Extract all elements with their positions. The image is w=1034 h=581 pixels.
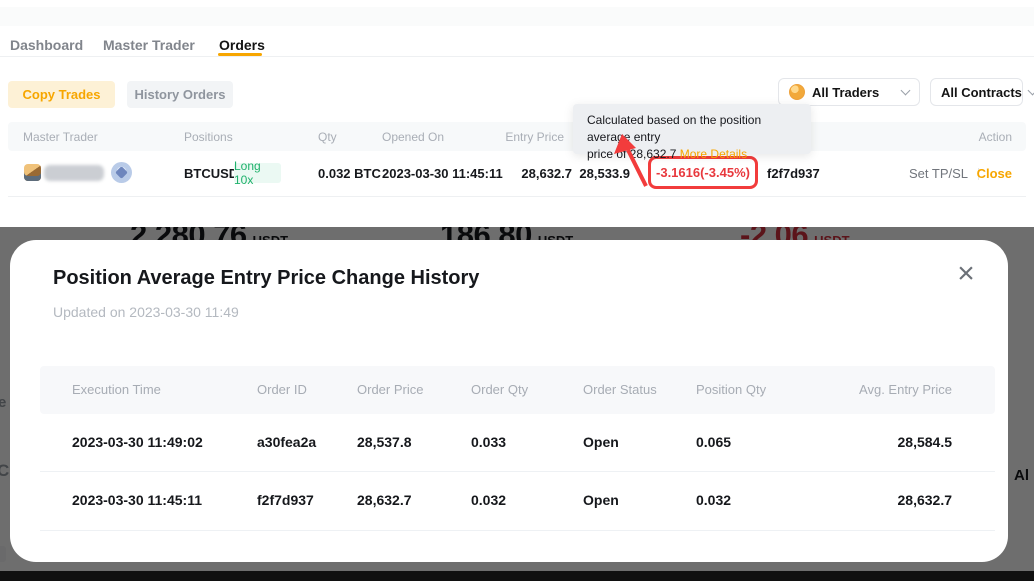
trader-avatar[interactable] bbox=[24, 164, 41, 181]
avg-entry-price: 28,632.7 bbox=[897, 492, 953, 508]
order-status: Open bbox=[583, 434, 619, 450]
mark-price-value: 28,533.9 bbox=[579, 166, 630, 181]
unrealized-pnl-value[interactable]: -3.1616(-3.45%) bbox=[656, 165, 750, 180]
all-contracts-dropdown[interactable]: All Contracts bbox=[930, 78, 1034, 106]
opened-on-value: 2023-03-30 11:45:11 bbox=[382, 166, 503, 181]
qty-value: 0.032 BTC bbox=[318, 166, 381, 181]
copy-trades-button[interactable]: Copy Trades bbox=[8, 81, 115, 108]
col-order-status: Order Status bbox=[583, 382, 657, 397]
pnl-highlight-box: -3.1616(-3.45%) bbox=[648, 156, 758, 189]
col-opened-on: Opened On bbox=[382, 130, 445, 144]
order-qty: 0.033 bbox=[471, 434, 507, 450]
entry-price-history-modal: Position Average Entry Price Change Hist… bbox=[10, 240, 1008, 562]
order-status: Open bbox=[583, 492, 619, 508]
modal-title: Position Average Entry Price Change Hist… bbox=[53, 267, 480, 289]
pnl-tooltip: Calculated based on the position average… bbox=[573, 104, 811, 161]
entry-price-value: 28,632.7 bbox=[521, 166, 572, 181]
close-position-link[interactable]: Close bbox=[976, 166, 1012, 181]
history-row: 2023-03-30 11:45:11 f2f7d937 28,632.7 0.… bbox=[40, 472, 995, 530]
col-order-qty: Order Qty bbox=[471, 382, 529, 397]
position-row: BTCUSDT Long 10x 0.032 BTC 2023-03-30 11… bbox=[0, 151, 1034, 196]
chevron-down-icon bbox=[900, 85, 911, 95]
chevron-down-icon bbox=[1027, 85, 1034, 95]
execution-time: 2023-03-30 11:49:02 bbox=[72, 434, 203, 450]
all-traders-label: All Traders bbox=[812, 84, 880, 100]
symbol: BTCUSDT bbox=[184, 166, 247, 181]
col-position-qty: Position Qty bbox=[696, 382, 767, 397]
all-traders-dropdown[interactable]: All Traders bbox=[778, 78, 920, 106]
tab-dashboard[interactable]: Dashboard bbox=[10, 37, 84, 53]
order-price: 28,632.7 bbox=[357, 492, 412, 508]
history-row: 2023-03-30 11:49:02 a30fea2a 28,537.8 0.… bbox=[40, 414, 995, 471]
history-orders-button[interactable]: History Orders bbox=[127, 81, 233, 108]
action-separator bbox=[978, 168, 979, 180]
col-qty: Qty bbox=[318, 130, 337, 144]
trader-badge-icon bbox=[111, 162, 132, 183]
close-icon[interactable]: × bbox=[948, 256, 984, 292]
col-entry-price: Entry Price bbox=[505, 130, 564, 144]
history-row-divider bbox=[40, 471, 995, 472]
more-details-link[interactable]: More Details bbox=[679, 147, 748, 161]
all-contracts-label: All Contracts bbox=[941, 84, 1022, 100]
side-leverage-badge: Long 10x bbox=[234, 159, 281, 187]
position-qty: 0.032 bbox=[696, 492, 732, 508]
col-positions: Positions bbox=[184, 130, 233, 144]
order-no-value: f2f7d937 bbox=[767, 166, 820, 181]
col-avg-entry-price: Avg. Entry Price bbox=[859, 382, 952, 397]
tabs-divider bbox=[0, 56, 1034, 57]
order-id: f2f7d937 bbox=[257, 492, 314, 508]
execution-time: 2023-03-30 11:45:11 bbox=[72, 492, 202, 508]
red-annotation-arrow bbox=[614, 134, 648, 187]
col-master-trader: Master Trader bbox=[23, 130, 98, 144]
col-execution-time: Execution Time bbox=[72, 382, 161, 397]
positions-table-header: Master Trader Positions Qty Opened On En… bbox=[8, 122, 1026, 151]
trader-face-icon bbox=[789, 84, 805, 100]
col-order-id: Order ID bbox=[257, 382, 307, 397]
avg-entry-price: 28,584.5 bbox=[897, 434, 953, 450]
trader-name-redacted bbox=[44, 165, 104, 181]
history-table-header: Execution Time Order ID Order Price Orde… bbox=[40, 366, 995, 414]
set-tpsl-link[interactable]: Set TP/SL bbox=[908, 166, 968, 181]
active-tab-underline bbox=[218, 53, 262, 56]
position-qty: 0.065 bbox=[696, 434, 732, 450]
orders-panel: Dashboard Master Trader Orders Copy Trad… bbox=[0, 0, 1034, 227]
col-action: Action bbox=[978, 130, 1012, 144]
order-price: 28,537.8 bbox=[357, 434, 412, 450]
col-order-price: Order Price bbox=[357, 382, 424, 397]
order-id: a30fea2a bbox=[257, 434, 317, 450]
modal-subtitle: Updated on 2023-03-30 11:49 bbox=[53, 304, 239, 320]
top-strip bbox=[0, 7, 1034, 26]
tab-orders[interactable]: Orders bbox=[219, 37, 265, 53]
order-qty: 0.032 bbox=[471, 492, 507, 508]
row-divider bbox=[8, 196, 1026, 197]
tab-master-trader[interactable]: Master Trader bbox=[103, 37, 195, 53]
history-row-divider bbox=[40, 530, 995, 531]
